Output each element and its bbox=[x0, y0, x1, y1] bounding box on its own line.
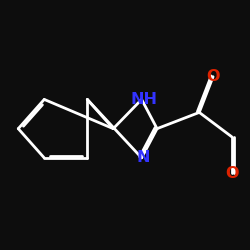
Text: O: O bbox=[225, 166, 238, 181]
Text: N: N bbox=[137, 150, 150, 165]
Text: O: O bbox=[206, 69, 220, 84]
Text: NH: NH bbox=[130, 92, 157, 107]
